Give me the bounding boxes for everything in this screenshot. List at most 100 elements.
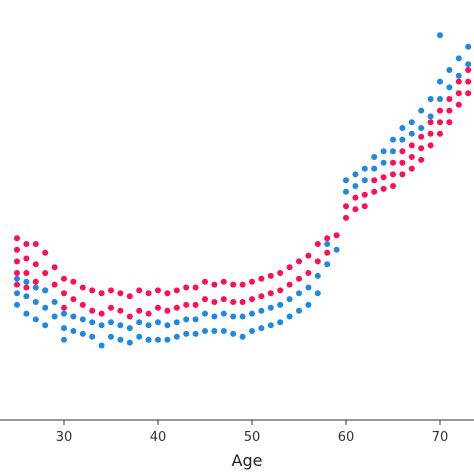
data-point bbox=[14, 270, 20, 276]
data-point bbox=[14, 281, 20, 288]
data-point bbox=[418, 125, 425, 131]
x-tick-label: 40 bbox=[150, 430, 167, 445]
data-point bbox=[155, 287, 161, 294]
data-point bbox=[446, 67, 453, 73]
data-point bbox=[390, 183, 396, 189]
data-point bbox=[98, 310, 105, 317]
data-point bbox=[314, 272, 321, 279]
data-point bbox=[399, 125, 406, 131]
data-point bbox=[258, 325, 265, 332]
data-point bbox=[145, 336, 152, 343]
data-point bbox=[145, 322, 152, 329]
data-point bbox=[446, 119, 453, 126]
data-point bbox=[51, 281, 58, 288]
data-point bbox=[220, 310, 227, 317]
data-point bbox=[61, 304, 67, 311]
data-point bbox=[324, 241, 331, 247]
data-point bbox=[145, 290, 152, 297]
points-layer bbox=[14, 32, 472, 349]
data-point bbox=[14, 301, 20, 308]
data-point bbox=[343, 203, 349, 210]
data-point bbox=[89, 307, 96, 314]
data-point bbox=[23, 310, 30, 317]
data-point bbox=[230, 313, 237, 320]
data-point bbox=[202, 278, 208, 285]
data-point bbox=[89, 319, 96, 326]
data-point bbox=[305, 252, 312, 259]
data-point bbox=[108, 333, 114, 340]
data-point bbox=[61, 336, 67, 343]
data-point bbox=[437, 32, 443, 39]
data-point bbox=[61, 275, 67, 282]
data-point bbox=[155, 304, 161, 311]
data-point bbox=[108, 319, 114, 326]
data-point bbox=[164, 336, 171, 343]
data-point bbox=[14, 290, 20, 297]
data-point bbox=[267, 304, 274, 311]
data-point bbox=[51, 264, 58, 271]
data-point bbox=[230, 299, 237, 305]
data-point bbox=[79, 330, 86, 337]
data-point bbox=[258, 307, 265, 314]
data-point bbox=[42, 304, 49, 311]
data-point bbox=[427, 96, 434, 102]
data-point bbox=[408, 119, 415, 126]
data-point bbox=[267, 272, 274, 279]
data-point bbox=[117, 322, 124, 329]
data-point bbox=[249, 278, 255, 285]
x-axis-title: Age bbox=[232, 451, 263, 470]
data-point bbox=[14, 246, 20, 253]
data-point bbox=[314, 258, 321, 265]
data-point bbox=[324, 261, 331, 268]
data-point bbox=[202, 296, 208, 303]
data-point bbox=[14, 258, 20, 265]
data-point bbox=[98, 342, 105, 349]
data-point bbox=[390, 171, 396, 178]
data-point bbox=[89, 287, 96, 294]
data-point bbox=[399, 136, 406, 143]
data-point bbox=[437, 130, 443, 137]
data-point bbox=[117, 307, 124, 314]
data-point bbox=[361, 203, 368, 210]
data-point bbox=[371, 188, 378, 195]
data-point bbox=[51, 299, 58, 305]
data-point bbox=[446, 84, 453, 91]
data-point bbox=[183, 284, 190, 291]
data-point bbox=[427, 113, 434, 120]
x-axis-ticks: 30 40 50 60 70 bbox=[56, 420, 448, 445]
data-point bbox=[455, 78, 462, 85]
data-point bbox=[446, 107, 453, 114]
data-point bbox=[418, 145, 425, 152]
data-point bbox=[220, 278, 227, 285]
data-point bbox=[352, 183, 359, 189]
data-point bbox=[380, 185, 387, 192]
data-point bbox=[202, 310, 208, 317]
data-point bbox=[296, 275, 302, 282]
data-point bbox=[42, 322, 49, 329]
data-point bbox=[296, 258, 302, 265]
data-point bbox=[361, 165, 368, 172]
data-point bbox=[42, 287, 49, 294]
data-point bbox=[277, 270, 284, 276]
data-point bbox=[305, 284, 312, 291]
data-point bbox=[173, 319, 180, 326]
data-point bbox=[32, 299, 39, 305]
data-point bbox=[23, 241, 30, 247]
data-point bbox=[220, 328, 227, 334]
data-point bbox=[32, 284, 39, 291]
data-point bbox=[42, 249, 49, 256]
data-point bbox=[343, 188, 349, 195]
data-point bbox=[437, 119, 443, 126]
data-point bbox=[286, 313, 293, 320]
data-point bbox=[455, 55, 462, 62]
data-point bbox=[267, 322, 274, 329]
data-point bbox=[371, 177, 378, 184]
data-point bbox=[202, 328, 208, 334]
data-point bbox=[136, 319, 143, 326]
data-point bbox=[164, 290, 171, 297]
data-point bbox=[361, 191, 368, 198]
data-point bbox=[89, 333, 96, 340]
data-point bbox=[239, 299, 246, 305]
data-point bbox=[408, 165, 415, 172]
